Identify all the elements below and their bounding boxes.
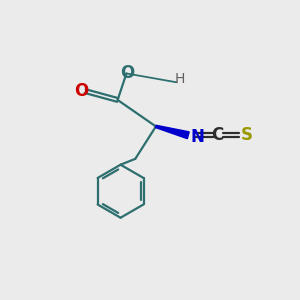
Text: N: N [190,128,204,146]
Polygon shape [156,125,189,139]
Text: C: C [212,126,224,144]
Text: S: S [240,126,252,144]
Text: O: O [120,64,134,82]
Text: H: H [174,72,184,86]
Text: O: O [74,82,88,100]
